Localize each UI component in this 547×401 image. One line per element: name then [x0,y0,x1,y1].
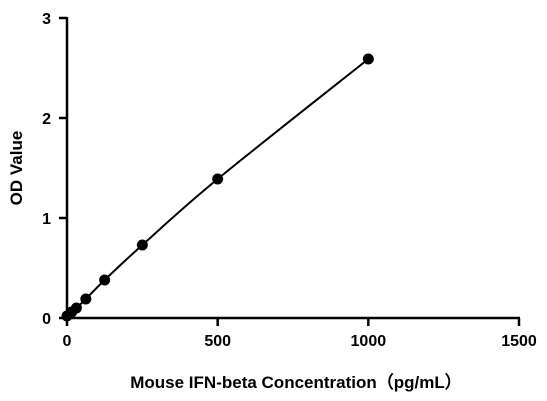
x-axis-title: Mouse IFN-beta Concentration（pg/mL） [130,372,462,392]
x-tick-label: 1000 [351,333,387,350]
data-point [362,53,374,65]
y-tick-label: 1 [42,211,51,228]
data-point [136,239,148,251]
data-points [61,53,374,322]
y-tick-label: 3 [42,11,51,28]
x-tick-label: 0 [63,333,72,350]
data-point [70,302,82,314]
fit-curve [66,58,369,317]
fit-curve-group [66,58,369,317]
y-tick-label: 2 [42,111,51,128]
ticks: 0 500 1000 1500 0 1 2 3 [42,11,537,350]
data-point [99,274,111,286]
x-tick-label: 1500 [501,333,537,350]
data-point [212,173,224,185]
y-axis-title: OD Value [7,131,26,206]
y-tick-label: 0 [42,311,51,328]
x-tick-label: 500 [204,333,231,350]
axes [65,17,520,320]
data-point [80,293,92,305]
